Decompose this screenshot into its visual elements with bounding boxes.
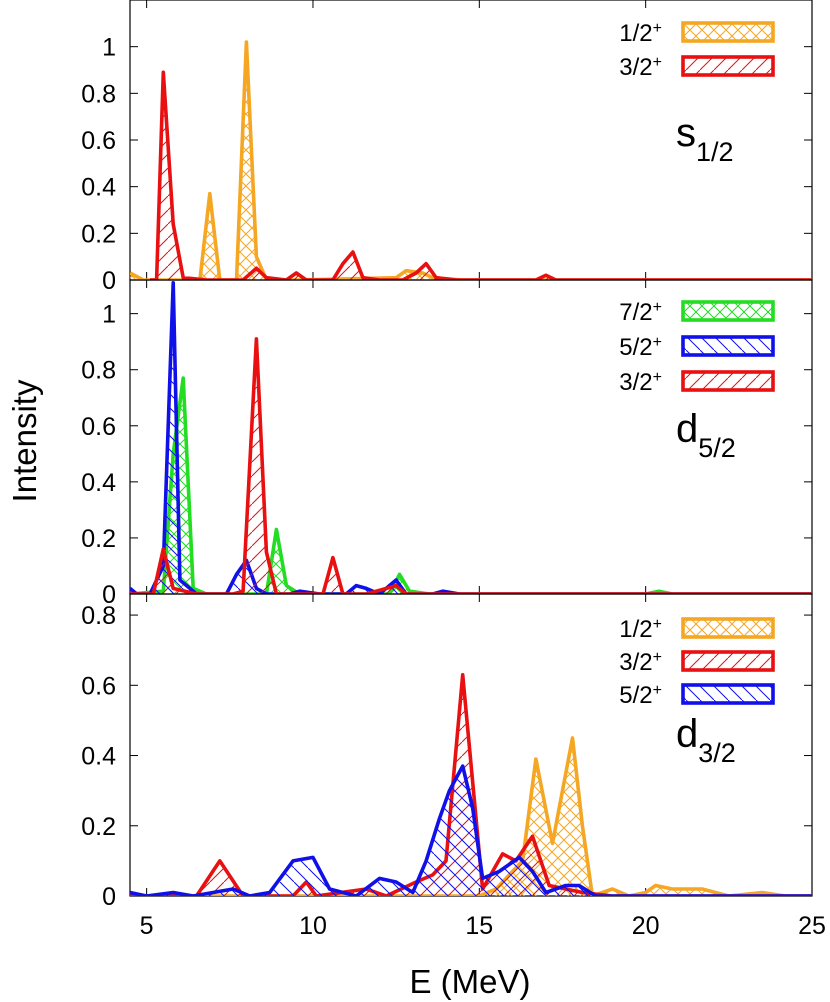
wave-subscript: 3/2 [698,738,736,768]
legend-swatch [681,21,775,43]
x-axis-title: E (MeV) [409,963,530,1000]
x-tick-label: 15 [465,912,493,940]
legend-label-sup: + [653,616,662,633]
legend-swatch [681,617,775,639]
series-3-2-fill [130,674,812,896]
series-5-2-fill [130,766,812,896]
y-tick-label: 1 [102,34,116,62]
x-tick-label: 25 [798,912,826,940]
panel-1: 00.20.40.60.811/2+3/2+s1/2 [81,0,813,295]
series-7-2-fill [130,378,812,594]
legend-label: 5/2+ [619,682,662,710]
legend-label-sup: + [653,299,662,316]
wave-label: d5/2 [676,407,736,463]
legend-swatch [681,683,775,705]
legend-label: 5/2+ [619,334,662,362]
y-tick-label: 0.6 [81,672,116,700]
y-tick-label: 1 [102,301,116,329]
y-tick-label: 0.8 [81,357,116,385]
y-tick-label: 0.2 [81,813,116,841]
legend-label: 3/2+ [619,369,662,397]
panel-2: 00.20.40.60.81 7/2+5/2+3/2+d5/2 [81,279,813,609]
x-tick-label: 10 [299,912,327,940]
y-tick-label: 0.4 [81,469,116,497]
y-tick-label: 0.6 [81,127,116,155]
wave-letter: d [676,712,698,756]
series-7-2-line [130,376,812,594]
y-tick-label: 0 [102,883,116,911]
y-tick-label: 0.2 [81,220,116,248]
legend-label-sup: + [653,334,662,351]
y-tick-label: 0.8 [81,602,116,630]
legend-swatch [681,650,775,672]
legend-label-sup: + [653,20,662,37]
legend-label: 3/2+ [619,649,662,677]
legend-label: 1/2+ [619,616,662,644]
y-axis-title: Intensity [6,379,43,502]
y-tick-label: 0 [102,267,116,295]
series-5-2-line [130,764,812,896]
wave-label: s1/2 [676,111,734,167]
legend-swatch [681,370,775,392]
wave-letter: s [676,111,696,155]
wave-subscript: 1/2 [696,137,734,167]
plot-area [130,672,812,896]
legend-label: 7/2+ [619,299,662,327]
y-tick-label: 0.2 [81,525,116,553]
series-3-2-line [130,337,812,594]
legend-label-sup: + [653,649,662,666]
y-tick-label: 0.6 [81,413,116,441]
legend-swatch [681,335,775,357]
legend-label: 1/2+ [619,20,662,48]
legend-swatch [681,300,775,322]
legend-label-sup: + [653,369,662,386]
x-tick-label: 5 [140,912,154,940]
y-tick-label: 0 [102,581,116,609]
legend-label-sup: + [653,54,662,71]
y-tick-label: 0.4 [81,743,116,771]
wave-letter: d [676,407,698,451]
panels-group: 00.20.40.60.811/2+3/2+s1/200.20.40.60.81… [81,0,826,940]
wave-subscript: 5/2 [698,433,736,463]
legend-swatch [681,55,775,77]
panel-3: 00.20.40.60.8 1/2+3/2+5/2+d3/2 [81,593,813,911]
legend-label-sup: + [653,682,662,699]
wave-label: d3/2 [676,712,736,768]
x-tick-label: 20 [632,912,660,940]
legend-label: 3/2+ [619,54,662,82]
y-tick-label: 0.4 [81,174,116,202]
y-tick-label: 0.8 [81,80,116,108]
